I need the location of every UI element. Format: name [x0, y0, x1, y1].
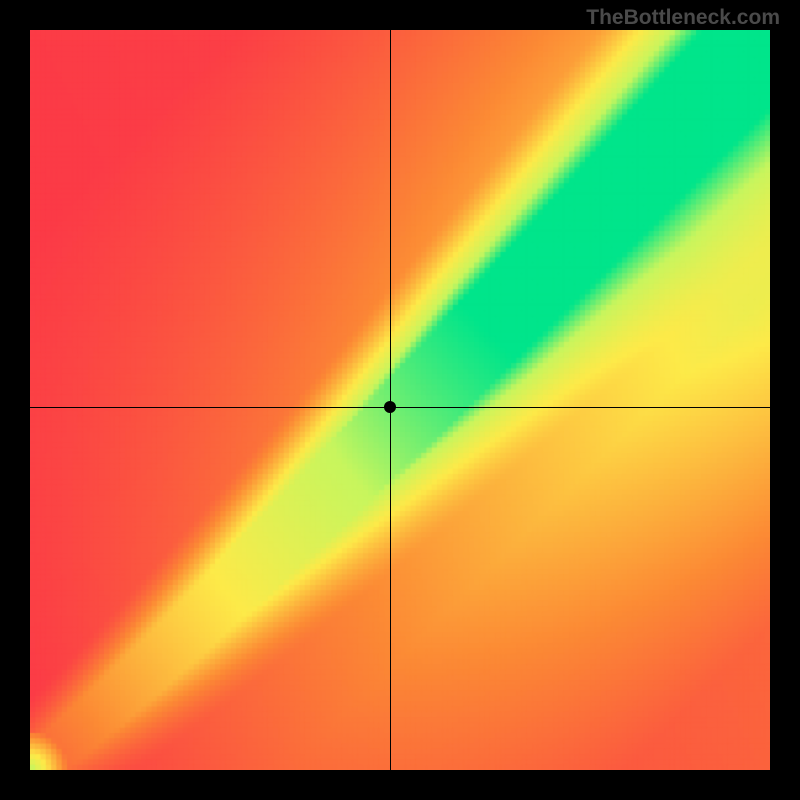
crosshair-horizontal: [30, 407, 770, 408]
crosshair-marker[interactable]: [384, 401, 396, 413]
plot-area: [30, 30, 770, 770]
crosshair-vertical: [390, 30, 391, 770]
bottleneck-heatmap: [30, 30, 770, 770]
watermark-text: TheBottleneck.com: [586, 6, 780, 30]
